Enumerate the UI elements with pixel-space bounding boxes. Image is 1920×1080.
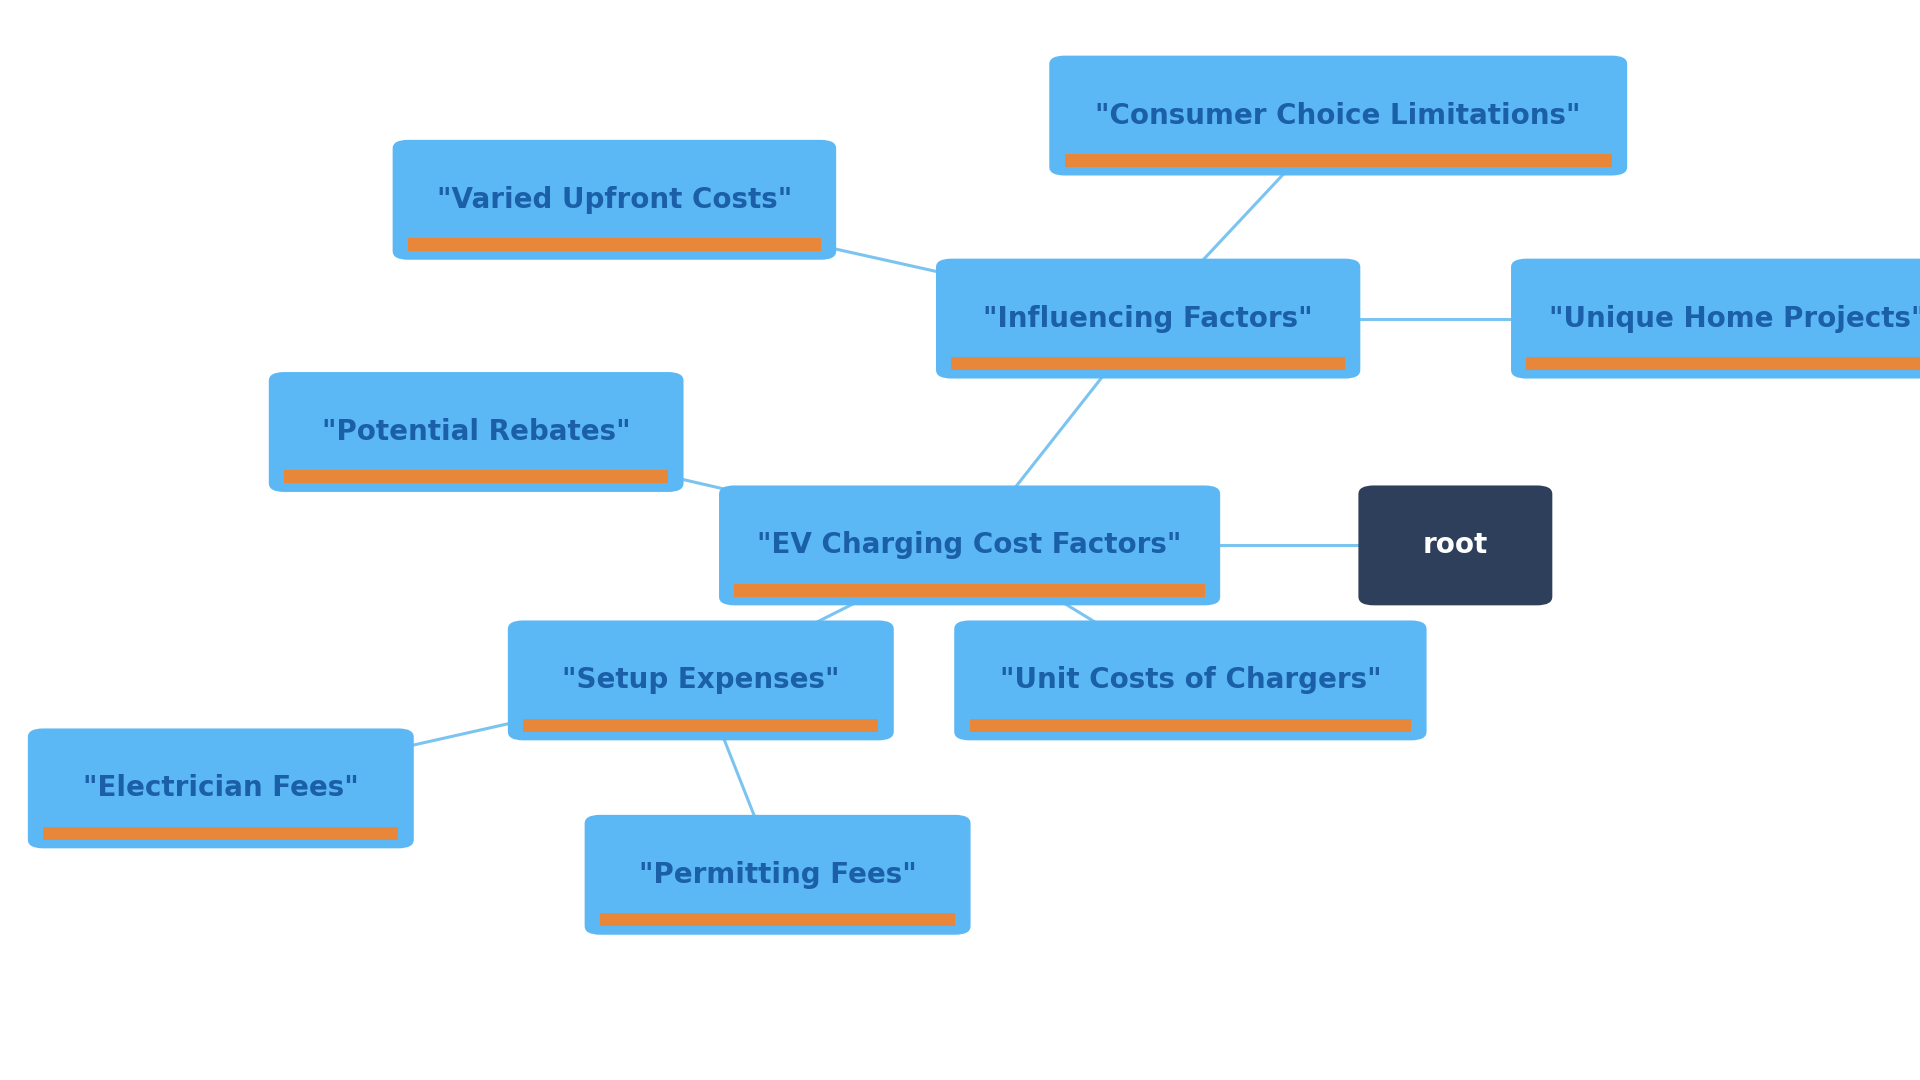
Text: "Unit Costs of Chargers": "Unit Costs of Chargers"	[1000, 666, 1380, 694]
Text: "Setup Expenses": "Setup Expenses"	[563, 666, 839, 694]
FancyBboxPatch shape	[1359, 486, 1551, 605]
Bar	[733, 583, 1204, 596]
FancyBboxPatch shape	[29, 729, 415, 848]
Bar	[409, 238, 822, 252]
Text: "Influencing Factors": "Influencing Factors"	[983, 305, 1313, 333]
FancyBboxPatch shape	[269, 372, 684, 492]
Text: "Permitting Fees": "Permitting Fees"	[639, 861, 916, 889]
Bar	[599, 913, 956, 926]
Bar	[522, 719, 877, 732]
FancyBboxPatch shape	[584, 814, 972, 934]
FancyBboxPatch shape	[937, 258, 1359, 378]
Bar	[1526, 356, 1920, 369]
FancyBboxPatch shape	[507, 620, 893, 741]
FancyBboxPatch shape	[1048, 55, 1626, 175]
Text: "Varied Upfront Costs": "Varied Upfront Costs"	[436, 186, 793, 214]
FancyBboxPatch shape	[954, 620, 1427, 741]
Bar	[970, 719, 1411, 732]
Bar	[44, 827, 399, 840]
Text: "Electrician Fees": "Electrician Fees"	[83, 774, 359, 802]
Text: "EV Charging Cost Factors": "EV Charging Cost Factors"	[756, 531, 1183, 559]
Text: "Potential Rebates": "Potential Rebates"	[323, 418, 630, 446]
Text: "Unique Home Projects": "Unique Home Projects"	[1549, 305, 1920, 333]
Text: "Consumer Choice Limitations": "Consumer Choice Limitations"	[1096, 102, 1580, 130]
FancyBboxPatch shape	[394, 139, 837, 259]
Bar	[1064, 153, 1611, 166]
FancyBboxPatch shape	[1511, 258, 1920, 378]
FancyBboxPatch shape	[718, 486, 1221, 605]
Text: root: root	[1423, 531, 1488, 559]
Bar	[952, 356, 1344, 369]
Bar	[284, 470, 668, 483]
